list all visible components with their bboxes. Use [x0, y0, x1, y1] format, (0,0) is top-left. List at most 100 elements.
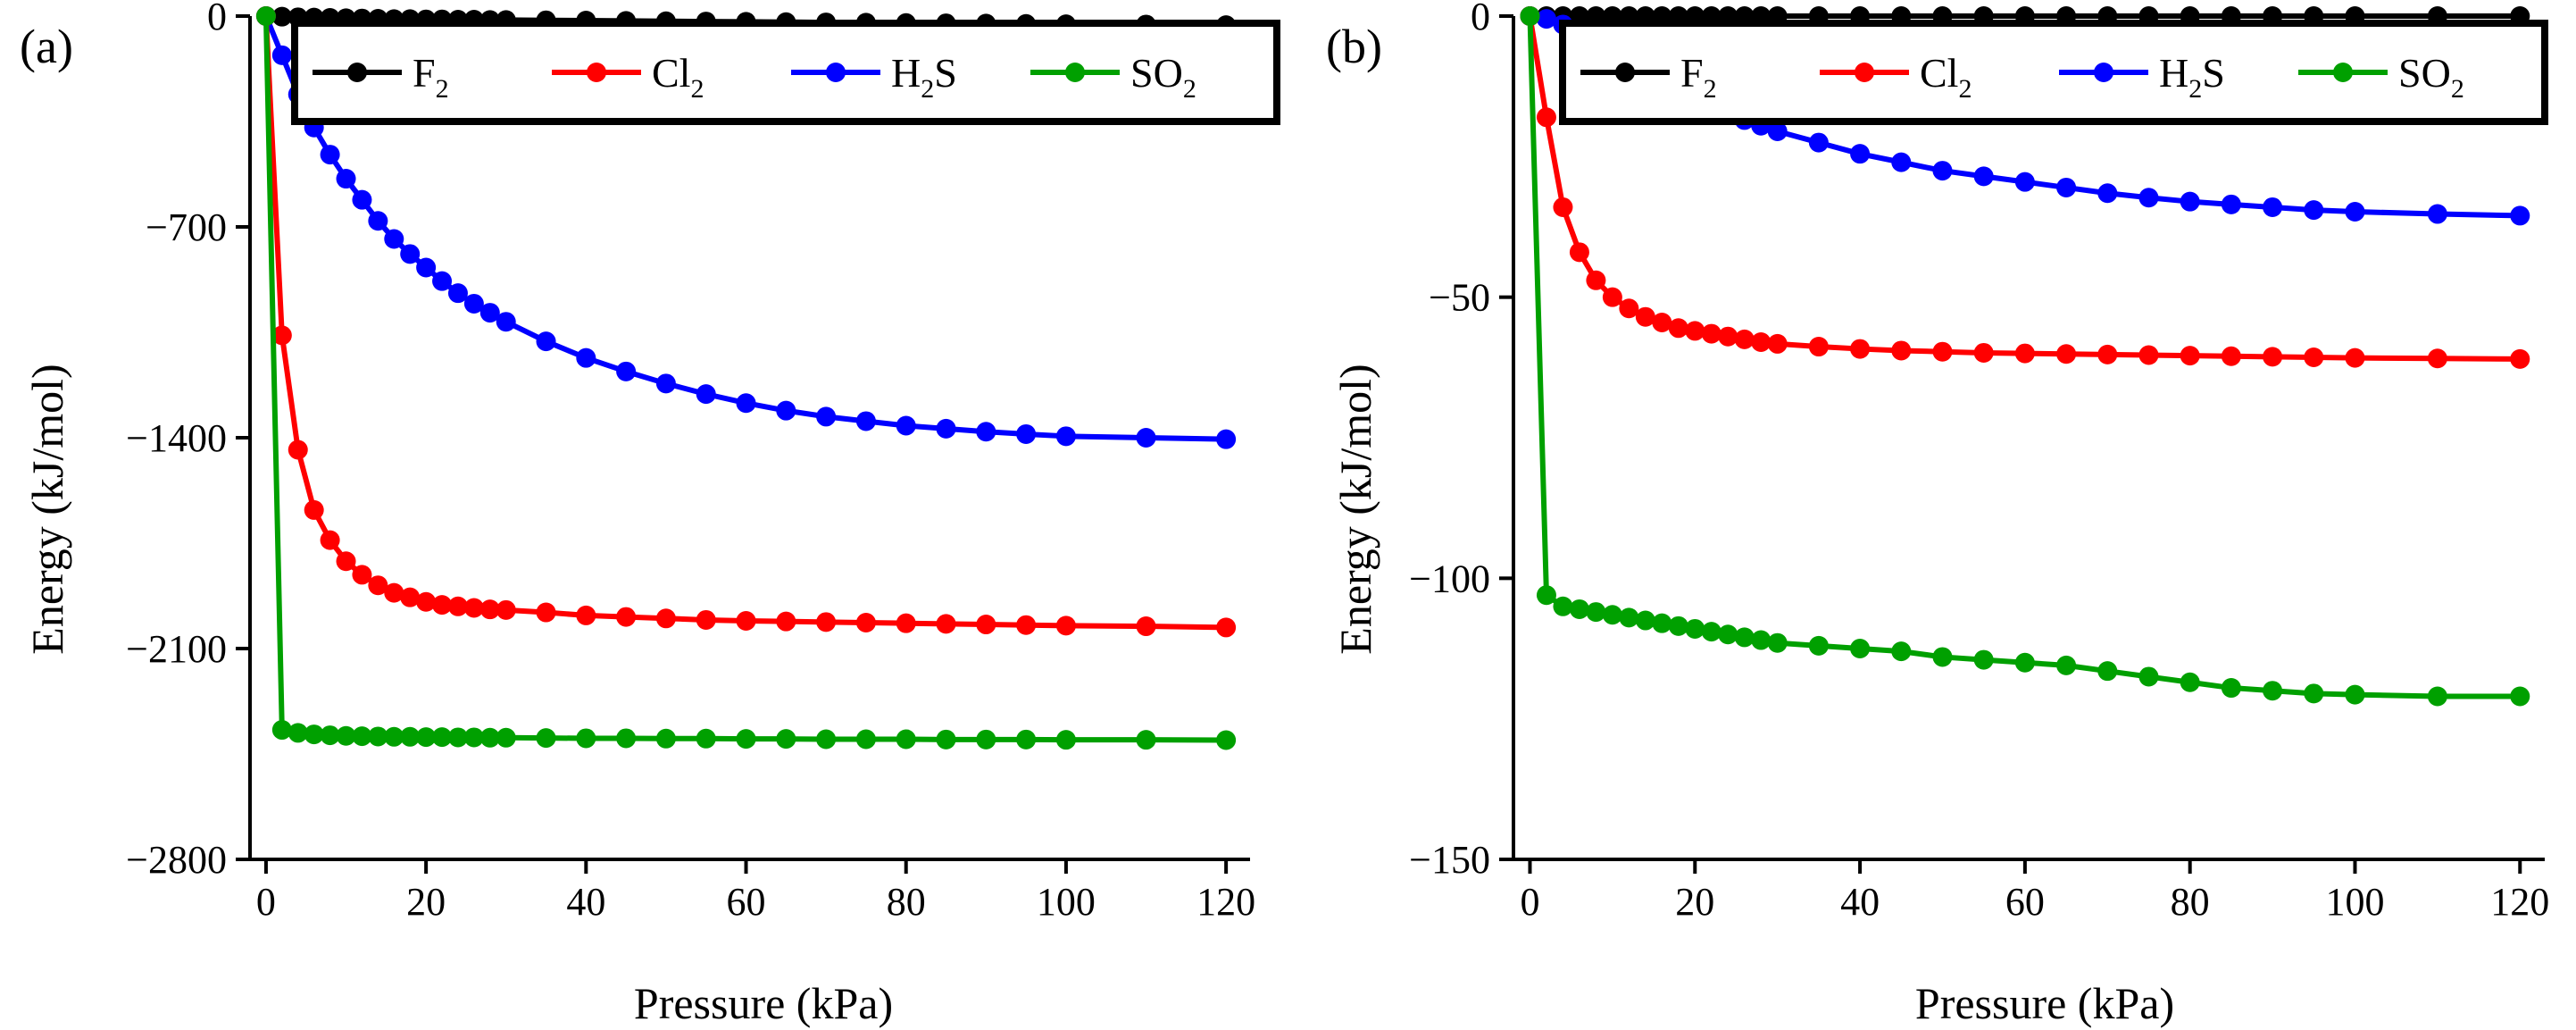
panel-b-x-tick-label: 0 — [1520, 880, 1539, 924]
panel-a-legend-label-base: Cl — [652, 50, 690, 96]
panel-a-series-so2-point — [304, 724, 324, 745]
panel-a-series-so2-point — [271, 720, 292, 741]
panel-a-series-cl2-point — [463, 598, 484, 618]
panel-a-series-h2s-point — [1055, 426, 1076, 447]
panel-a-x-tick-label: 80 — [887, 880, 926, 924]
panel-b-series-h2s-point — [1891, 152, 1912, 172]
panel-a-series-h2s-point — [576, 348, 596, 368]
panel-a-legend-label: Cl2 — [652, 50, 704, 104]
panel-b-series-h2s-point — [2345, 202, 2365, 222]
panel-b-x-tick-label: 20 — [1675, 880, 1714, 924]
panel-b-legend-items: F2 Cl2 H2S SO2 — [1580, 50, 2464, 104]
panel-a-series-cl2-point — [576, 605, 596, 625]
panel-b-series-cl2-point — [1685, 321, 1705, 341]
panel-b-series-cl2-point — [2014, 343, 2035, 364]
panel-b-ylabel: Energy (kJ/mol) — [1330, 364, 1380, 654]
panel-a-series-cl2-point — [479, 599, 500, 620]
panel-a-series-h2s-point — [1216, 429, 1237, 449]
panel-a-series-cl2-point — [384, 582, 404, 603]
panel-a-series-so2-point — [432, 727, 453, 748]
panel-b-x-tick-label: 120 — [2490, 880, 2549, 924]
panel-a-series-cl2-point — [1216, 617, 1237, 638]
panel-a-series-h2s-point — [416, 257, 437, 278]
panel-b-series-so2-point — [1973, 649, 1994, 670]
panel-a-series-h2s-point — [696, 384, 716, 405]
panel-a-series-h2s-point — [496, 312, 516, 332]
panel-b-series-cl2-point — [1586, 270, 1606, 290]
panel-b-series-cl2-point — [1668, 318, 1688, 339]
panel-b-series-so2-point — [2097, 661, 2118, 682]
panel-a-series-so2-point — [336, 725, 356, 746]
panel-a-series-h2s-point — [271, 45, 292, 65]
panel-b-x-tick-label: 100 — [2325, 880, 2384, 924]
panel-a-series-so2-point — [416, 727, 437, 748]
panel-b-series-so2-point — [1602, 605, 1622, 625]
panel-b-series-cl2-point — [1569, 242, 1589, 263]
panel-a-series-h2s-point — [936, 418, 956, 439]
panel-a-series-so2-point — [368, 726, 388, 747]
panel-a-legend-swatch-marker — [587, 63, 606, 82]
panel-b-series-cl2-point — [2221, 346, 2241, 366]
panel-b-series-so2-point — [1569, 599, 1589, 619]
panel-b-y-tick-label: −100 — [1409, 557, 1490, 600]
panel-a-series-so2-point — [1055, 730, 1076, 750]
panel-b-series-so2-point — [1586, 602, 1606, 623]
panel-a-series-so2-point — [1016, 729, 1037, 749]
panel-a-x-tick-label: 100 — [1037, 880, 1096, 924]
panel-b-series-cl2-point — [2097, 344, 2118, 364]
panel-b-legend-label-base: SO — [2398, 50, 2451, 96]
panel-b-y-tick-label: −50 — [1429, 276, 1490, 320]
panel-a-series-cl2-point — [416, 591, 437, 612]
panel-a-x-tick-label: 0 — [256, 880, 276, 924]
panel-b-series-so2-point — [1718, 624, 1738, 645]
panel-a-series-so2-point — [776, 729, 796, 749]
panel-a-series-h2s-point — [655, 373, 676, 394]
panel-b-legend-label-tail: S — [2202, 50, 2225, 96]
panel-a-series-cl2-point — [447, 596, 468, 616]
panel-a-series-h2s-point — [384, 229, 404, 249]
panel-b-series-so2-point — [1751, 630, 1772, 650]
panel-a-series-so2-point — [463, 727, 484, 748]
panel-a-series-so2-point — [400, 726, 421, 747]
panel-a-plot-area: 0 −700 −1400 −2100 −2800 0 20 40 60 80 100 120 — [126, 0, 1255, 924]
panel-b-legend-label-subscript: 2 — [2188, 74, 2202, 104]
panel-b-series-so2-point — [2427, 686, 2447, 707]
panel-a-series-so2-point — [384, 726, 404, 747]
panel-b-legend-label-base: F — [1680, 50, 1704, 96]
panel-b-series-so2-point — [1734, 627, 1755, 648]
panel-a-series-h2s-point — [352, 189, 372, 210]
panel-b-plot-area: 0 −50 −100 −150 0 20 40 60 80 100 120 — [1409, 0, 2549, 924]
panel-b-legend-label: F2 — [1680, 50, 1717, 104]
panel-b-series-so2-point — [2263, 681, 2283, 701]
panel-a-series-h2s-point — [976, 422, 996, 442]
panel-b-series-h2s-point — [2097, 183, 2118, 204]
panel-b-legend-label-base: H — [2159, 50, 2188, 96]
panel-b-legend-label-base: Cl — [1920, 50, 1958, 96]
panel-a-series-so2-point — [855, 729, 876, 749]
panel-a-legend-box — [291, 20, 1280, 125]
panel-a-y-tick-label: −1400 — [126, 416, 227, 460]
panel-a-series-h2s-point — [479, 303, 500, 323]
panel-a-series-cl2-point — [896, 613, 916, 633]
panel-a-x-tick-label: 60 — [727, 880, 766, 924]
panel-a-legend-label-base: H — [891, 50, 921, 96]
panel-b-series-cl2-point — [1553, 197, 1573, 217]
panel-a-series-so2-point — [536, 728, 556, 749]
panel-b-series-so2-point — [2014, 652, 2035, 673]
panel-a-legend-label: H2S — [891, 50, 957, 104]
panel-b-y-tick-label: 0 — [1471, 0, 1490, 38]
panel-a-series-so2-point — [896, 729, 916, 749]
panel-b-series-cl2-point — [2263, 347, 2283, 367]
panel-b-legend-label-subscript: 2 — [1958, 74, 1972, 104]
panel-b-series-h2s-point — [2304, 200, 2324, 221]
panel-a-series-so2-point — [255, 6, 276, 26]
panel-a-series-h2s-point — [816, 406, 837, 427]
panel-a-y-tick-label: −2100 — [126, 627, 227, 671]
panel-a-legend-label-subscript: 2 — [690, 74, 704, 104]
panel-b-series-so2-point — [2304, 683, 2324, 704]
panel-b-series-cl2-point — [1718, 326, 1738, 347]
panel-a-series-h2s-point — [736, 393, 756, 414]
panel-b-series-cl2-point — [1751, 332, 1772, 353]
panel-b-series-h2s-point — [2510, 205, 2530, 226]
panel-b-series-so2-point — [2138, 666, 2159, 687]
